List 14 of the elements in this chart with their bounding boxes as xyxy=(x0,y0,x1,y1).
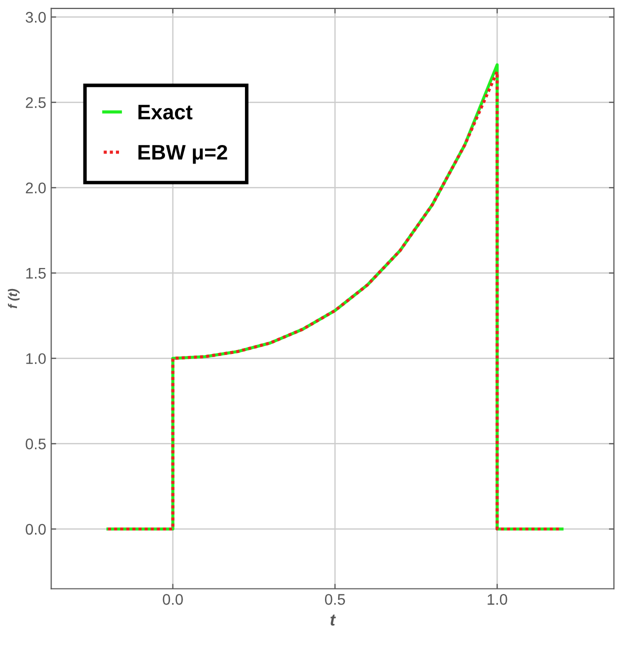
legend-label: EBW μ=2 xyxy=(138,144,228,164)
x-tick-label: 0.5 xyxy=(324,594,345,605)
y-tick-label: 1.5 xyxy=(26,268,46,279)
y-tick-label: 1.0 xyxy=(26,353,46,364)
x-axis-title: t xyxy=(330,614,336,626)
y-tick-label: 3.0 xyxy=(26,12,46,23)
legend-label: Exact xyxy=(138,104,192,120)
x-tick-label: 0.0 xyxy=(162,594,183,605)
y-axis-title: f (t) xyxy=(8,288,20,308)
x-tick-label: 1.0 xyxy=(488,594,508,605)
y-tick-label: 0.0 xyxy=(26,524,46,535)
y-tick-label: 0.5 xyxy=(26,438,46,450)
y-tick-label: 2.0 xyxy=(26,182,46,194)
y-tick-label: 2.5 xyxy=(26,97,46,108)
